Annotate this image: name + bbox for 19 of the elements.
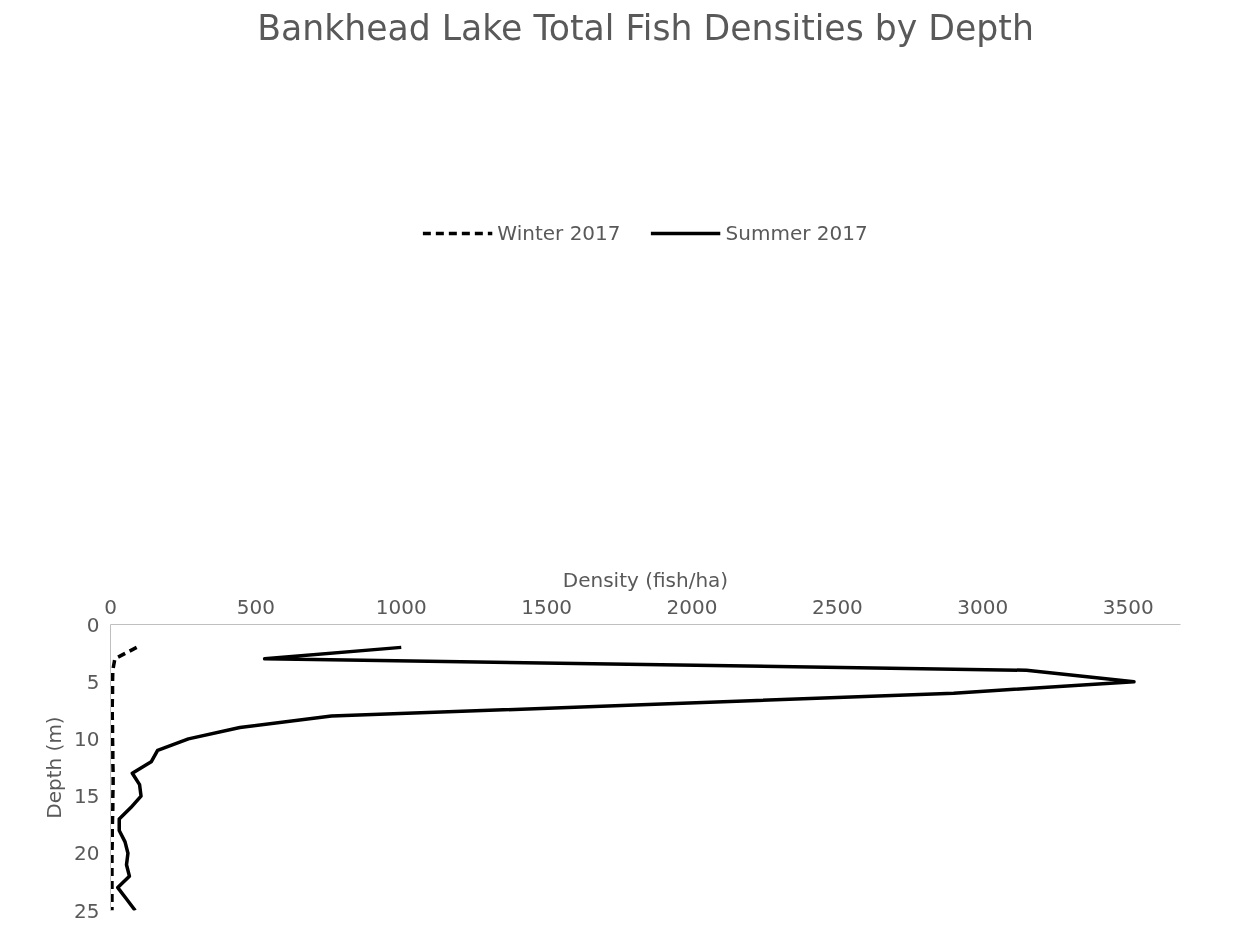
x-axis-title: Density (fish/ha) bbox=[562, 567, 729, 592]
y-tick-label: 0 bbox=[86, 612, 100, 637]
y-tick-label: 20 bbox=[74, 841, 100, 866]
x-tick-label: 1500 bbox=[521, 594, 573, 619]
legend-label: Winter 2017 bbox=[497, 220, 621, 245]
y-axis-title: Depth (m) bbox=[42, 716, 67, 819]
legend-label: Summer 2017 bbox=[725, 220, 868, 245]
x-tick-label: 3500 bbox=[1102, 594, 1154, 619]
x-tick-label: 0 bbox=[104, 594, 117, 619]
x-tick-label: 2000 bbox=[666, 594, 718, 619]
x-tick-label: 2500 bbox=[811, 594, 863, 619]
x-tick-label: 1000 bbox=[375, 594, 427, 619]
y-tick-label: 15 bbox=[74, 784, 100, 809]
chart-title: Bankhead Lake Total Fish Densities by Depth bbox=[257, 7, 1034, 48]
x-tick-label: 3000 bbox=[957, 594, 1009, 619]
y-tick-label: 25 bbox=[74, 898, 100, 923]
y-tick-label: 10 bbox=[74, 726, 100, 751]
y-tick-label: 5 bbox=[86, 669, 100, 694]
x-tick-label: 500 bbox=[236, 594, 275, 619]
